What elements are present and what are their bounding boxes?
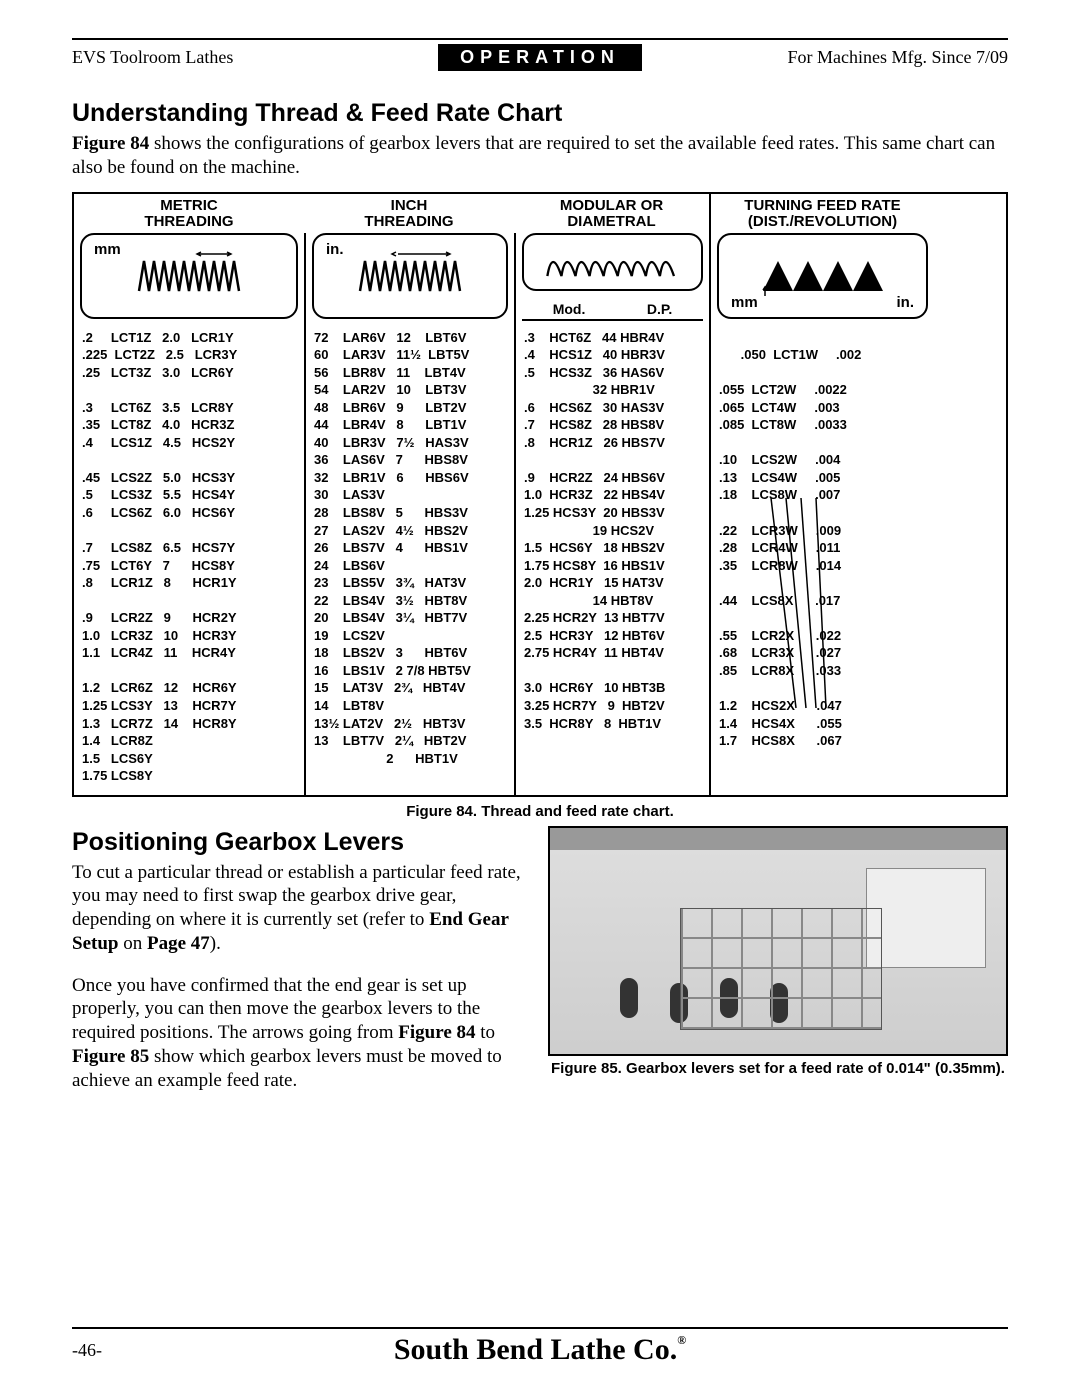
- section1-body: Figure 84 shows the configurations of ge…: [72, 132, 1008, 180]
- metric-data: .2 LCT1Z 2.0 LCR1Y .225 LCT2Z 2.5 LCR3Y …: [74, 323, 304, 795]
- fig84-caption: Figure 84. Thread and feed rate chart.: [72, 803, 1008, 820]
- reg-mark: ®: [677, 1333, 686, 1347]
- fig85-caption: Figure 85. Gearbox levers set for a feed…: [548, 1060, 1008, 1077]
- section1-title: Understanding Thread & Feed Rate Chart: [72, 99, 1008, 128]
- hdr-inch: INCH THREADING: [304, 194, 514, 233]
- p1d: Page 47: [147, 933, 210, 954]
- section2-p1: To cut a particular thread or establish …: [72, 861, 524, 956]
- p2c: to: [476, 1022, 496, 1043]
- modular-data: .3 HCT6Z 44 HBR4V .4 HCS1Z 40 HBR3V .5 H…: [514, 323, 709, 795]
- p1e: ).: [210, 933, 221, 954]
- feed-icon: mm in.: [717, 233, 928, 319]
- hdr-metric: METRIC THREADING: [74, 194, 304, 233]
- p1c: on: [118, 933, 147, 954]
- feed-data-text: .050 LCT1W .002 .055 LCT2W .0022 .065 LC…: [719, 347, 861, 748]
- lever-knob: [620, 978, 638, 1018]
- in-label-2: in.: [897, 294, 915, 311]
- section2-p2: Once you have confirmed that the end gea…: [72, 974, 524, 1093]
- section2-text: Positioning Gearbox Levers To cut a part…: [72, 826, 524, 1093]
- inch-icon-cell: in.: [304, 233, 514, 323]
- coil-icon: [538, 238, 688, 286]
- mm-label: mm: [94, 241, 121, 258]
- top-rule: [72, 38, 1008, 40]
- chart-data-row: .2 LCT1Z 2.0 LCR1Y .225 LCT2Z 2.5 LCR3Y …: [74, 323, 1006, 795]
- mm-label-2: mm: [731, 294, 758, 311]
- thread-feed-chart: METRIC THREADING INCH THREADING MODULAR …: [72, 192, 1008, 797]
- page-number: -46-: [72, 1340, 132, 1361]
- footer-rule: [72, 1327, 1008, 1329]
- gearbox-photo: [548, 826, 1008, 1056]
- lever-knob: [770, 983, 788, 1023]
- section2-figure: Figure 85. Gearbox levers set for a feed…: [548, 826, 1008, 1077]
- header-center: OPERATION: [438, 44, 642, 71]
- header-right: For Machines Mfg. Since 7/09: [642, 47, 1008, 68]
- metric-icon-cell: mm: [74, 233, 304, 323]
- lever-knob: [720, 978, 738, 1018]
- chart-icon-row: mm in. Mod.: [74, 233, 1006, 323]
- brand-text: South Bend Lathe Co.: [394, 1333, 677, 1366]
- modular-icon: [522, 233, 703, 291]
- section2-row: Positioning Gearbox Levers To cut a part…: [72, 826, 1008, 1093]
- modular-icon-cell: Mod. D.P.: [514, 233, 709, 323]
- hdr-modular: MODULAR OR DIAMETRAL: [514, 194, 709, 233]
- header-left: EVS Toolroom Lathes: [72, 47, 438, 68]
- lever-knob: [670, 983, 688, 1023]
- dp-label: D.P.: [647, 301, 672, 317]
- feed-data: .050 LCT1W .002 .055 LCT2W .0022 .065 LC…: [709, 323, 934, 795]
- chart-headers: METRIC THREADING INCH THREADING MODULAR …: [74, 194, 1006, 233]
- hdr-feed: TURNING FEED RATE (DIST./REVOLUTION): [709, 194, 934, 233]
- brand-name: South Bend Lathe Co.®: [132, 1333, 948, 1367]
- inch-thread-icon: in.: [312, 233, 508, 319]
- section2-title: Positioning Gearbox Levers: [72, 828, 524, 857]
- p2d: Figure 85: [72, 1046, 149, 1067]
- thread-icon: [350, 246, 470, 306]
- zigzag-icon: [753, 251, 893, 301]
- page-footer: -46- South Bend Lathe Co.®: [72, 1327, 1008, 1367]
- in-label: in.: [326, 241, 344, 258]
- metric-thread-icon: mm: [80, 233, 298, 319]
- thread-icon: [129, 246, 249, 306]
- page-header: EVS Toolroom Lathes OPERATION For Machin…: [72, 44, 1008, 71]
- chart-plate: [866, 868, 986, 968]
- fig84-ref: Figure 84: [72, 133, 149, 154]
- mod-label: Mod.: [553, 301, 586, 317]
- feed-icon-cell: mm in.: [709, 233, 934, 323]
- inch-data: 72 LAR6V 12 LBT6V 60 LAR3V 11½ LBT5V 56 …: [304, 323, 514, 795]
- section1-body-rest: shows the configurations of gearbox leve…: [72, 133, 995, 178]
- p2b: Figure 84: [398, 1022, 475, 1043]
